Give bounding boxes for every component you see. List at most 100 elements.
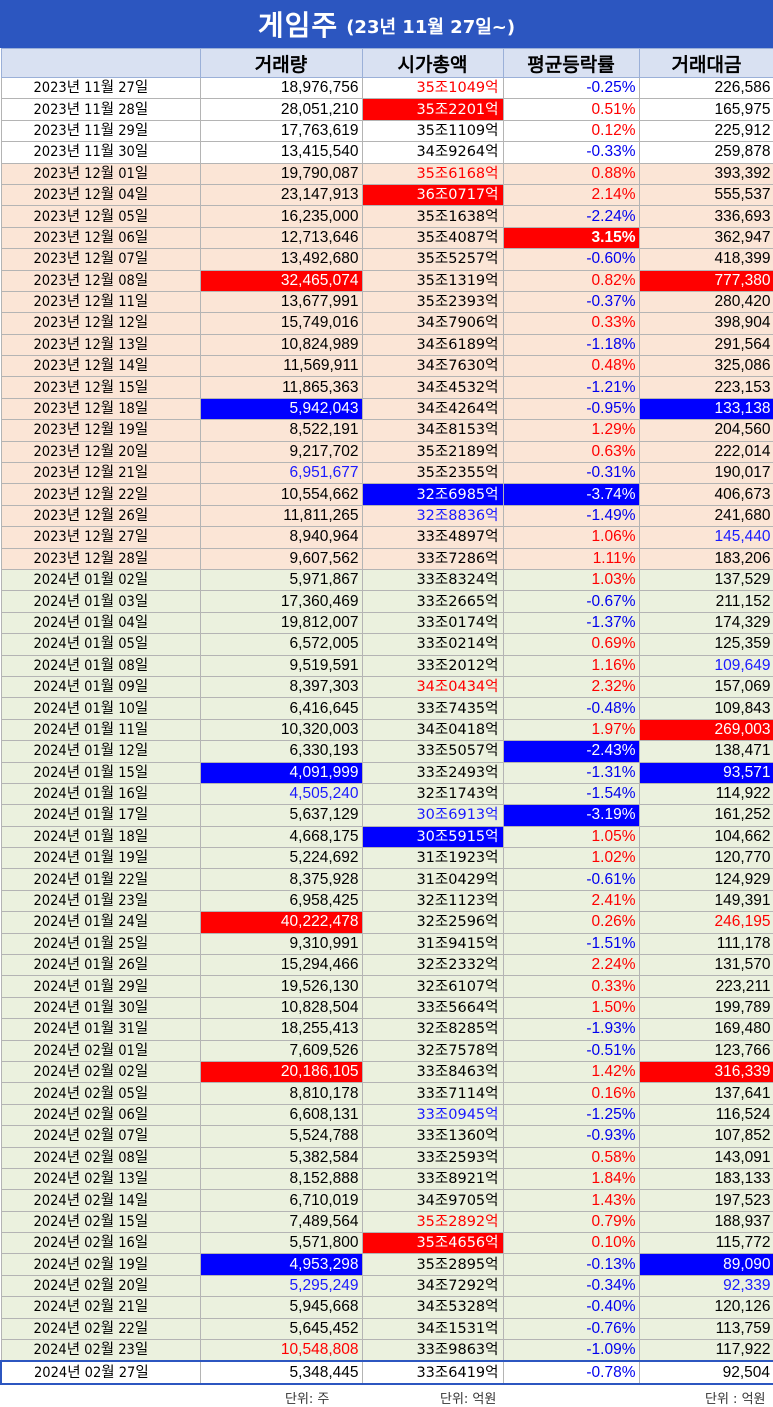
cell-market-cap[interactable]: 35조1319억 — [361, 269, 504, 292]
cell-trade-amount[interactable]: 149,391 — [638, 889, 773, 913]
cell-avg-change[interactable]: -0.48% — [502, 697, 640, 720]
cell-date[interactable]: 2024년 01월 19일 — [0, 847, 201, 870]
cell-market-cap[interactable]: 33조2012억 — [361, 654, 504, 677]
cell-avg-change[interactable]: -1.49% — [502, 504, 640, 528]
cell-market-cap[interactable]: 34조5328억 — [361, 1296, 504, 1319]
cell-avg-change[interactable]: 1.84% — [502, 1167, 640, 1191]
cell-market-cap[interactable]: 32조2596억 — [361, 911, 504, 934]
cell-avg-change[interactable]: 1.50% — [502, 996, 640, 1020]
cell-volume[interactable]: 5,348,445 — [199, 1360, 363, 1385]
cell-date[interactable]: 2023년 12월 26일 — [0, 504, 201, 528]
cell-trade-amount[interactable]: 777,380 — [638, 269, 773, 292]
cell-avg-change[interactable]: 0.51% — [502, 98, 640, 121]
cell-date[interactable]: 2024년 02월 05일 — [0, 1082, 201, 1105]
cell-market-cap[interactable]: 33조6419억 — [361, 1360, 504, 1385]
cell-volume[interactable]: 5,971,867 — [199, 568, 363, 592]
cell-date[interactable]: 2023년 12월 11일 — [0, 290, 201, 314]
cell-trade-amount[interactable]: 174,329 — [638, 611, 773, 635]
cell-volume[interactable]: 17,360,469 — [199, 590, 363, 613]
cell-market-cap[interactable]: 34조7906억 — [361, 312, 504, 335]
cell-market-cap[interactable]: 35조1049억 — [361, 76, 504, 100]
cell-market-cap[interactable]: 30조5915억 — [361, 825, 504, 849]
cell-volume[interactable]: 5,382,584 — [199, 1146, 363, 1169]
cell-date[interactable]: 2023년 12월 07일 — [0, 248, 201, 271]
cell-avg-change[interactable]: -1.09% — [502, 1339, 640, 1362]
cell-trade-amount[interactable]: 109,843 — [638, 697, 773, 720]
cell-trade-amount[interactable]: 114,922 — [638, 782, 773, 806]
cell-date[interactable]: 2023년 12월 27일 — [0, 526, 201, 549]
cell-avg-change[interactable]: 1.11% — [502, 547, 640, 570]
cell-date[interactable]: 2024년 01월 03일 — [0, 590, 201, 613]
cell-date[interactable]: 2024년 01월 26일 — [0, 954, 201, 977]
cell-date[interactable]: 2024년 01월 11일 — [0, 718, 201, 742]
cell-market-cap[interactable]: 35조2393억 — [361, 290, 504, 314]
cell-date[interactable]: 2024년 01월 30일 — [0, 996, 201, 1020]
cell-volume[interactable]: 4,505,240 — [199, 782, 363, 806]
cell-volume[interactable]: 5,524,788 — [199, 1125, 363, 1148]
cell-date[interactable]: 2023년 12월 20일 — [0, 440, 201, 464]
cell-avg-change[interactable]: -0.34% — [502, 1274, 640, 1298]
cell-date[interactable]: 2023년 12월 04일 — [0, 183, 201, 207]
cell-avg-change[interactable]: -0.31% — [502, 462, 640, 485]
cell-date[interactable]: 2023년 12월 19일 — [0, 419, 201, 442]
cell-trade-amount[interactable]: 222,014 — [638, 440, 773, 464]
cell-volume[interactable]: 7,609,526 — [199, 1039, 363, 1062]
cell-market-cap[interactable]: 32조1743억 — [361, 782, 504, 806]
cell-market-cap[interactable]: 34조1531억 — [361, 1317, 504, 1341]
cell-date[interactable]: 2023년 12월 13일 — [0, 333, 201, 357]
cell-market-cap[interactable]: 33조0945억 — [361, 1103, 504, 1127]
cell-trade-amount[interactable]: 362,947 — [638, 226, 773, 250]
cell-market-cap[interactable]: 33조0214억 — [361, 633, 504, 656]
cell-trade-amount[interactable]: 291,564 — [638, 333, 773, 357]
cell-avg-change[interactable]: -0.95% — [502, 397, 640, 421]
cell-volume[interactable]: 19,790,087 — [199, 162, 363, 185]
cell-market-cap[interactable]: 36조0717억 — [361, 183, 504, 207]
cell-volume[interactable]: 19,526,130 — [199, 975, 363, 998]
cell-volume[interactable]: 18,976,756 — [199, 76, 363, 100]
cell-avg-change[interactable]: 1.05% — [502, 825, 640, 849]
cell-avg-change[interactable]: -0.76% — [502, 1317, 640, 1341]
cell-trade-amount[interactable]: 197,523 — [638, 1189, 773, 1212]
cell-market-cap[interactable]: 32조2332억 — [361, 954, 504, 977]
cell-avg-change[interactable]: -1.51% — [502, 932, 640, 956]
cell-volume[interactable]: 5,224,692 — [199, 847, 363, 870]
cell-date[interactable]: 2024년 02월 15일 — [0, 1210, 201, 1234]
cell-trade-amount[interactable]: 211,152 — [638, 590, 773, 613]
cell-volume[interactable]: 6,958,425 — [199, 889, 363, 913]
cell-trade-amount[interactable]: 325,086 — [638, 355, 773, 378]
cell-date[interactable]: 2024년 01월 22일 — [0, 868, 201, 891]
cell-avg-change[interactable]: -0.60% — [502, 248, 640, 271]
cell-date[interactable]: 2024년 01월 02일 — [0, 568, 201, 592]
cell-market-cap[interactable]: 33조2593억 — [361, 1146, 504, 1169]
cell-market-cap[interactable]: 34조9705억 — [361, 1189, 504, 1212]
cell-trade-amount[interactable]: 104,662 — [638, 825, 773, 849]
cell-market-cap[interactable]: 34조9264억 — [361, 141, 504, 164]
cell-date[interactable]: 2023년 12월 21일 — [0, 462, 201, 485]
cell-trade-amount[interactable]: 131,570 — [638, 954, 773, 977]
cell-market-cap[interactable]: 34조6189억 — [361, 333, 504, 357]
cell-market-cap[interactable]: 33조1360억 — [361, 1125, 504, 1148]
cell-date[interactable]: 2023년 12월 08일 — [0, 269, 201, 292]
cell-avg-change[interactable]: 3.15% — [502, 226, 640, 250]
cell-volume[interactable]: 10,548,808 — [199, 1339, 363, 1362]
cell-trade-amount[interactable]: 137,529 — [638, 568, 773, 592]
cell-date[interactable]: 2024년 01월 04일 — [0, 611, 201, 635]
cell-trade-amount[interactable]: 223,211 — [638, 975, 773, 998]
cell-trade-amount[interactable]: 183,206 — [638, 547, 773, 570]
cell-trade-amount[interactable]: 111,178 — [638, 932, 773, 956]
cell-trade-amount[interactable]: 199,789 — [638, 996, 773, 1020]
cell-trade-amount[interactable]: 117,922 — [638, 1339, 773, 1362]
cell-volume[interactable]: 11,811,265 — [199, 504, 363, 528]
cell-avg-change[interactable]: -0.25% — [502, 76, 640, 100]
cell-volume[interactable]: 5,942,043 — [199, 397, 363, 421]
cell-market-cap[interactable]: 34조0418억 — [361, 718, 504, 742]
cell-trade-amount[interactable]: 241,680 — [638, 504, 773, 528]
cell-volume[interactable]: 10,828,504 — [199, 996, 363, 1020]
cell-avg-change[interactable]: 1.43% — [502, 1189, 640, 1212]
cell-volume[interactable]: 15,749,016 — [199, 312, 363, 335]
cell-volume[interactable]: 8,940,964 — [199, 526, 363, 549]
cell-market-cap[interactable]: 33조7114억 — [361, 1082, 504, 1105]
cell-market-cap[interactable]: 35조1109억 — [361, 119, 504, 143]
cell-market-cap[interactable]: 32조1123억 — [361, 889, 504, 913]
cell-volume[interactable]: 5,645,452 — [199, 1317, 363, 1341]
